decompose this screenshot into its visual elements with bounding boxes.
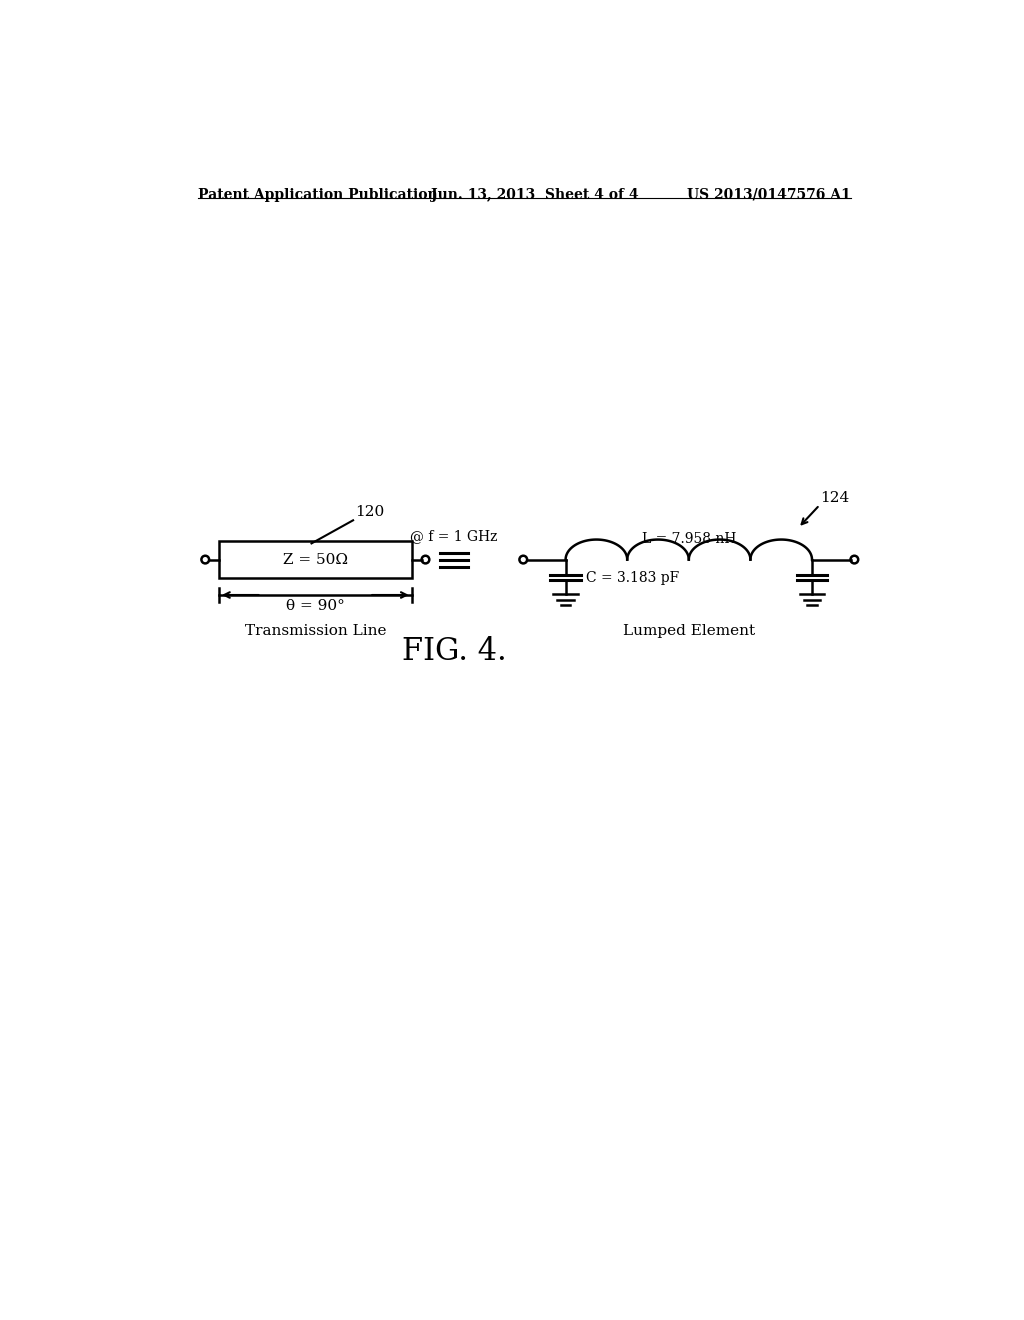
Text: 120: 120 <box>355 504 385 519</box>
Text: Z = 50Ω: Z = 50Ω <box>283 553 348 566</box>
Text: Jun. 13, 2013  Sheet 4 of 4: Jun. 13, 2013 Sheet 4 of 4 <box>431 187 639 202</box>
Text: L = 7.958 nH: L = 7.958 nH <box>642 532 736 545</box>
Bar <box>219 541 412 578</box>
Text: @ f = 1 GHz: @ f = 1 GHz <box>411 528 498 543</box>
Text: FIG. 4.: FIG. 4. <box>401 636 506 667</box>
Text: θ = 90°: θ = 90° <box>286 599 345 612</box>
Text: C = 3.183 pF: C = 3.183 pF <box>586 570 679 585</box>
Text: 124: 124 <box>819 491 849 506</box>
Text: Transmission Line: Transmission Line <box>245 624 386 639</box>
Text: Patent Application Publication: Patent Application Publication <box>199 187 438 202</box>
Text: US 2013/0147576 A1: US 2013/0147576 A1 <box>687 187 851 202</box>
Text: Lumped Element: Lumped Element <box>623 624 755 639</box>
